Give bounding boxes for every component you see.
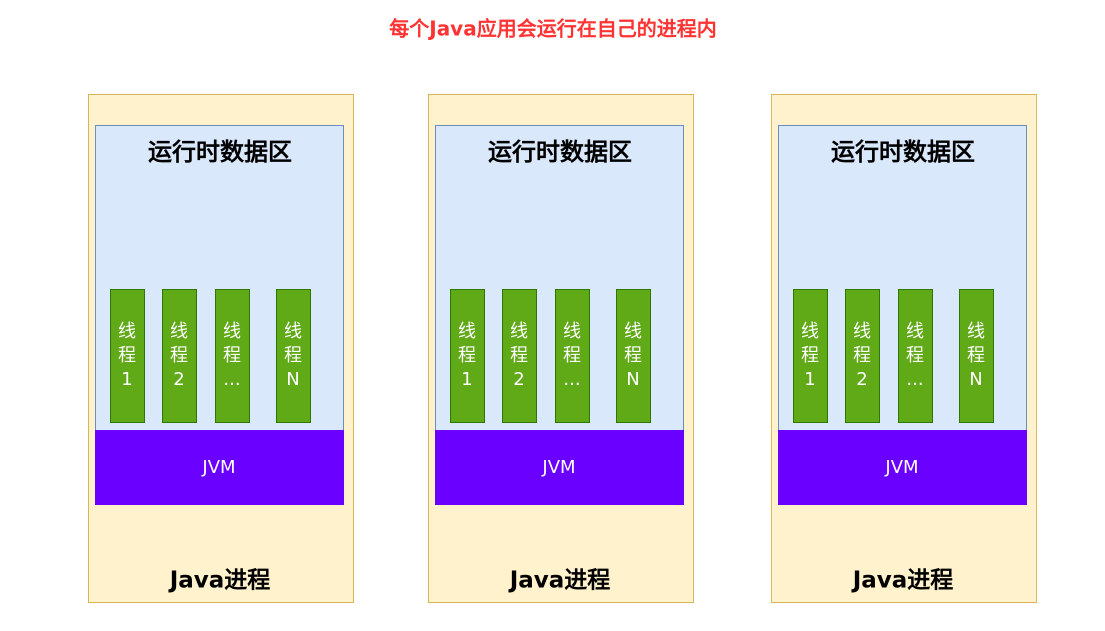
thread-box (898, 289, 933, 423)
thread-label: N (626, 369, 639, 390)
title: 每个Java应用会运行在自己的进程内 (389, 17, 716, 41)
jvm-box (435, 430, 684, 505)
thread-label: 程 (170, 345, 188, 366)
jvm-box (778, 430, 1027, 505)
runtime-label: 运行时数据区 (831, 138, 975, 166)
thread-box (845, 289, 880, 423)
thread-label: 线 (223, 321, 241, 342)
thread-label: 线 (118, 321, 136, 342)
thread-label: 程 (906, 345, 924, 366)
thread-label: 线 (801, 321, 819, 342)
thread-label: 程 (563, 345, 581, 366)
thread-label: N (286, 369, 299, 390)
thread-box (555, 289, 590, 423)
process-label: Java进程 (168, 568, 271, 594)
thread-label: ... (906, 369, 923, 390)
runtime-label: 运行时数据区 (148, 138, 292, 166)
thread-label: 程 (284, 345, 302, 366)
thread-label: 线 (853, 321, 871, 342)
thread-label: 1 (804, 369, 815, 390)
thread-label: 线 (906, 321, 924, 342)
thread-label: 2 (513, 369, 524, 390)
thread-label: 线 (458, 321, 476, 342)
thread-label: 程 (624, 345, 642, 366)
thread-label: 程 (510, 345, 528, 366)
thread-label: 程 (853, 345, 871, 366)
thread-label: 程 (118, 345, 136, 366)
thread-label: 线 (967, 321, 985, 342)
thread-label: ... (563, 369, 580, 390)
thread-box (959, 289, 994, 423)
thread-box (450, 289, 485, 423)
thread-label: 程 (967, 345, 985, 366)
process-label: Java进程 (508, 568, 611, 594)
thread-box (502, 289, 537, 423)
process-label: Java进程 (851, 568, 954, 594)
thread-label: N (969, 369, 982, 390)
jvm-label: JVM (201, 457, 235, 478)
thread-box (616, 289, 651, 423)
runtime-label: 运行时数据区 (488, 138, 632, 166)
thread-label: 线 (284, 321, 302, 342)
thread-label: 2 (173, 369, 184, 390)
thread-label: 程 (458, 345, 476, 366)
thread-label: 线 (510, 321, 528, 342)
jvm-label: JVM (884, 457, 918, 478)
thread-label: 程 (223, 345, 241, 366)
thread-label: 1 (461, 369, 472, 390)
thread-box (110, 289, 145, 423)
thread-label: 线 (624, 321, 642, 342)
thread-label: 线 (170, 321, 188, 342)
thread-box (793, 289, 828, 423)
thread-box (276, 289, 311, 423)
thread-label: 程 (801, 345, 819, 366)
thread-label: 1 (121, 369, 132, 390)
jvm-box (95, 430, 344, 505)
thread-label: 2 (856, 369, 867, 390)
jvm-label: JVM (541, 457, 575, 478)
thread-box (215, 289, 250, 423)
thread-box (162, 289, 197, 423)
thread-label: ... (223, 369, 240, 390)
thread-label: 线 (563, 321, 581, 342)
